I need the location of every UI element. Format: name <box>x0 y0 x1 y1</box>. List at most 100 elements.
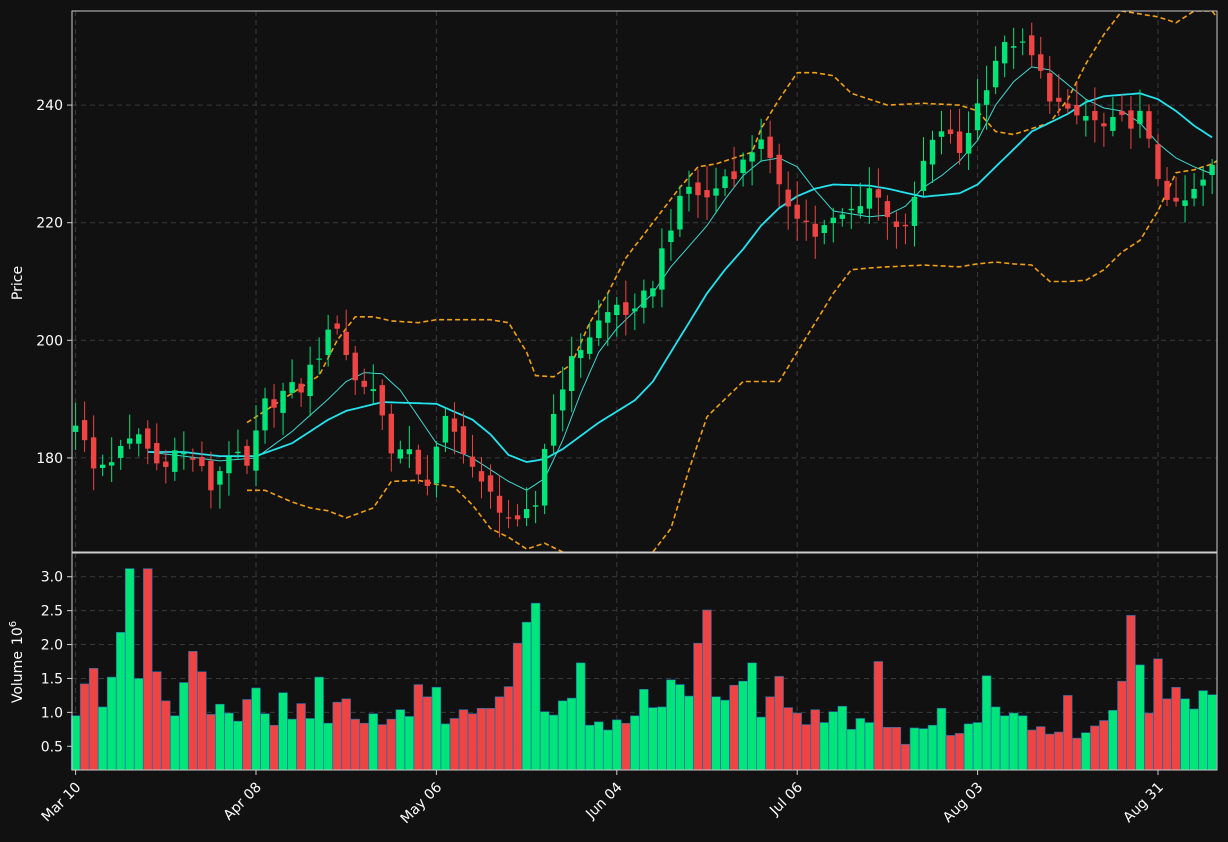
volume-bar <box>350 718 360 771</box>
moving-average-fast <box>147 66 1213 491</box>
candle-body <box>1128 110 1134 129</box>
volume-bar <box>1008 712 1019 771</box>
volume-bars <box>70 568 1217 771</box>
candle-body <box>1065 103 1071 109</box>
volume-bar <box>702 609 712 771</box>
volume-bar <box>936 707 947 771</box>
candle-body <box>541 448 548 506</box>
candle-body <box>478 471 485 482</box>
candle-body <box>154 443 160 464</box>
volume-bar <box>999 715 1010 771</box>
price-tick-label: 200 <box>36 333 63 349</box>
volume-bar <box>1171 686 1181 771</box>
candle-body <box>740 159 746 174</box>
candle-body <box>1110 116 1116 131</box>
volume-bar <box>981 675 992 771</box>
candle-body <box>406 449 413 455</box>
volume-bar <box>1189 708 1199 771</box>
volume-bar <box>242 699 252 771</box>
candle-body <box>72 425 79 432</box>
volume-bar <box>1054 731 1064 771</box>
volume-bar <box>97 706 108 771</box>
volume-bar <box>891 726 902 771</box>
price-tick-label: 220 <box>36 216 63 232</box>
candle-body <box>1182 200 1188 206</box>
candle-body <box>839 214 845 219</box>
volume-bar <box>143 568 153 771</box>
candle-body <box>776 154 782 185</box>
volume-bar <box>215 703 225 771</box>
candle-body <box>668 230 674 243</box>
candle-body <box>686 186 692 194</box>
candle-body <box>343 331 349 356</box>
candle-body <box>947 129 954 134</box>
volume-bar <box>864 722 875 771</box>
candle-body <box>578 350 584 359</box>
volume-bar <box>603 729 613 771</box>
volume-bar <box>170 715 180 771</box>
candle-body <box>388 413 394 454</box>
volume-bar <box>1162 698 1172 771</box>
volume-bar <box>855 718 866 771</box>
volume-bar <box>1063 695 1073 771</box>
volume-axis-label: Volume 106 <box>8 621 26 703</box>
volume-bar <box>521 621 532 771</box>
candle-body <box>866 188 873 209</box>
candle-body <box>956 131 963 153</box>
candle-body <box>172 450 178 472</box>
candle-body <box>397 449 404 459</box>
volume-panel-frame <box>71 552 1218 771</box>
volume-bar <box>927 724 938 771</box>
volume-bar <box>404 716 415 771</box>
candle-body <box>569 356 575 391</box>
candle-body <box>424 479 431 486</box>
volume-bar <box>945 735 956 771</box>
volume-bar <box>161 700 171 771</box>
candle-body <box>731 171 737 180</box>
price-axis-label: Price <box>10 266 26 300</box>
candle-body <box>226 456 232 474</box>
candle-body <box>1020 41 1026 43</box>
volume-bar <box>296 703 306 771</box>
volume-bar <box>828 711 838 771</box>
volume-bar <box>134 678 144 771</box>
volume-bar <box>747 662 757 771</box>
candle-body <box>307 364 313 397</box>
candle-body <box>253 430 259 471</box>
volume-bar <box>1198 690 1208 771</box>
volume-bar <box>197 671 207 771</box>
volume-bar <box>449 718 460 771</box>
volume-bar <box>557 700 568 771</box>
candle-body <box>974 103 981 131</box>
candle-body <box>352 352 358 381</box>
moving-average-slow <box>147 92 1213 463</box>
volume-bar <box>720 699 730 771</box>
volume-bar <box>224 712 234 771</box>
volume-bar <box>485 707 496 771</box>
volume-tick-label: 1.5 <box>41 671 63 687</box>
candle-body <box>1101 123 1107 127</box>
volume-bar <box>413 684 424 771</box>
candle-body <box>1047 73 1053 102</box>
volume-bar <box>440 723 451 771</box>
volume-bar <box>1081 732 1091 771</box>
candle-body <box>108 462 115 466</box>
candle-body <box>181 452 187 455</box>
candle-body <box>650 288 656 297</box>
candle-body <box>145 428 151 449</box>
candle-body <box>722 176 728 188</box>
volume-bar <box>774 676 784 771</box>
volume-bar <box>1072 737 1082 771</box>
candle-body <box>487 475 494 492</box>
candle-body <box>758 139 764 149</box>
candle-body <box>893 221 900 227</box>
candle-body <box>136 434 142 444</box>
candle-body <box>442 415 449 443</box>
candle-body <box>505 517 512 519</box>
volume-bar <box>810 709 820 771</box>
candle-body <box>1010 46 1017 48</box>
candle-body <box>1146 111 1152 139</box>
candle-body <box>415 449 422 475</box>
candle-body <box>379 385 385 416</box>
volume-bar <box>1108 710 1118 771</box>
